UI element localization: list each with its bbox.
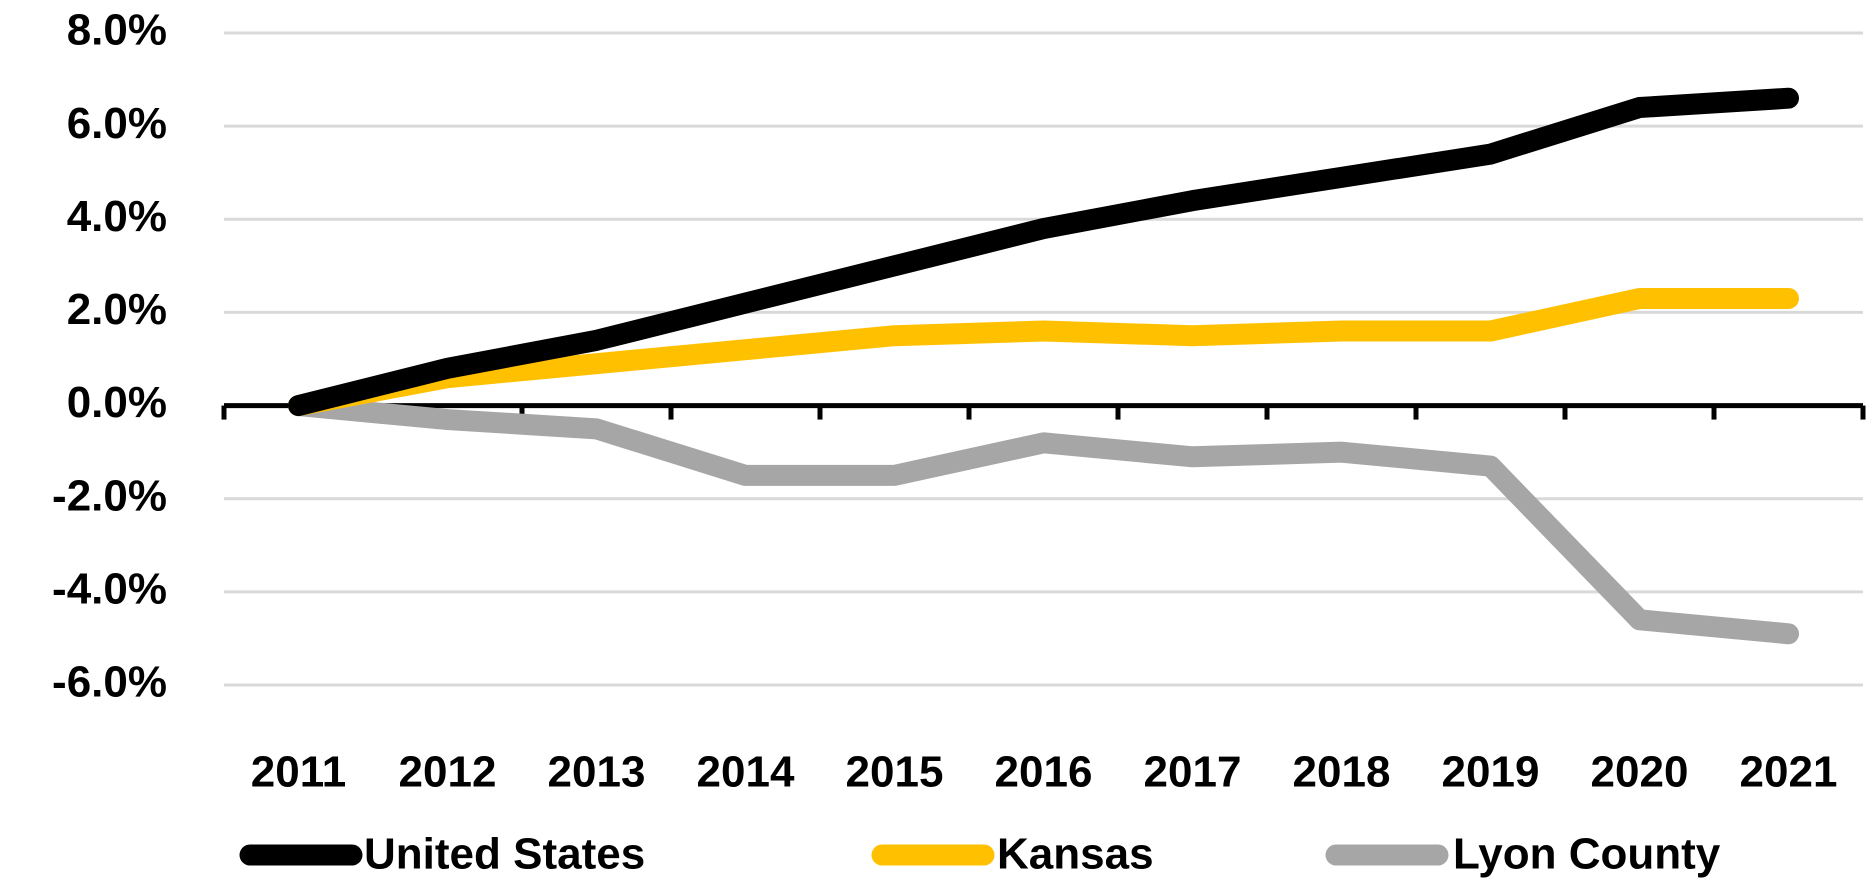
x-tick-label: 2012 [399, 748, 497, 797]
x-tick-label: 2017 [1144, 748, 1242, 797]
x-tick-label: 2019 [1442, 748, 1540, 797]
legend-label: United States [364, 830, 645, 879]
series-line [288, 287, 1799, 417]
x-tick-label: 2011 [251, 748, 346, 797]
legend-label: Kansas [997, 830, 1154, 879]
x-tick-label: 2013 [548, 748, 646, 797]
x-tick-label: 2014 [697, 748, 795, 797]
x-tick-label: 2021 [1740, 748, 1838, 797]
series-line [288, 87, 1799, 417]
legend-label: Lyon County [1453, 830, 1721, 879]
y-tick-label: 8.0% [67, 6, 167, 55]
series-line [288, 395, 1799, 645]
y-tick-label: -2.0% [52, 471, 167, 520]
y-tick-label: 4.0% [67, 192, 167, 241]
x-tick-label: 2018 [1293, 748, 1391, 797]
y-tick-label: 0.0% [67, 378, 167, 427]
y-tick-label: -4.0% [52, 564, 167, 613]
y-tick-label: 2.0% [67, 285, 167, 334]
x-tick-label: 2016 [995, 748, 1093, 797]
y-tick-label: 6.0% [67, 99, 167, 148]
y-tick-label: -6.0% [52, 658, 167, 707]
x-tick-label: 2015 [846, 748, 944, 797]
x-tick-label: 2020 [1591, 748, 1689, 797]
